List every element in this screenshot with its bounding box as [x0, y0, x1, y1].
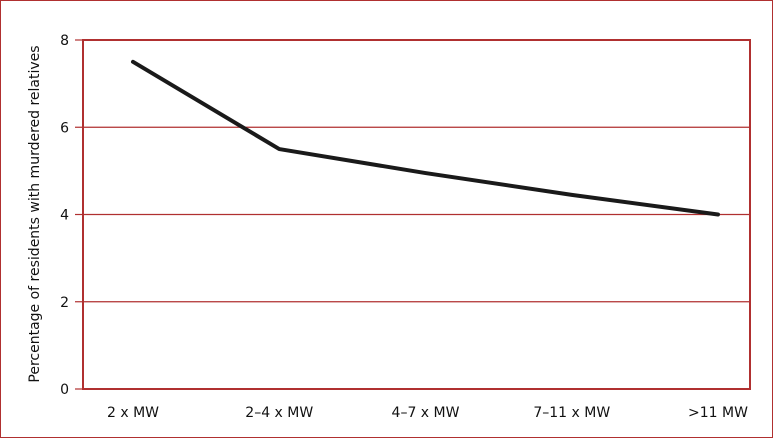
- x-axis-ticks: 2 x MW 2–4 x MW 4–7 x MW 7–11 x MW >11 MW: [107, 405, 748, 421]
- y-tick-label: 8: [60, 33, 69, 49]
- data-point: [571, 194, 573, 196]
- y-tick-label: 4: [60, 208, 69, 224]
- y-tick-label: 2: [60, 295, 69, 311]
- y-tick-label: 0: [60, 382, 69, 398]
- series-line-0: [131, 59, 720, 217]
- data-point: [278, 148, 280, 150]
- x-tick-label: 2–4 x MW: [245, 405, 313, 421]
- y-axis-ticks: 0 2 4 6 8: [60, 33, 83, 398]
- x-tick-label: >11 MW: [688, 405, 748, 421]
- data-point: [132, 61, 134, 63]
- data-point: [717, 214, 719, 215]
- data-point: [425, 172, 426, 174]
- y-axis-label: Percentage of residents with murdered re…: [27, 45, 43, 382]
- y-tick-label: 6: [60, 120, 69, 136]
- x-tick-label: 7–11 x MW: [533, 405, 610, 421]
- gridlines: [83, 126, 750, 303]
- series-layer: [131, 59, 720, 217]
- x-tick-label: 4–7 x MW: [392, 405, 460, 421]
- x-tick-label: 2 x MW: [107, 405, 159, 421]
